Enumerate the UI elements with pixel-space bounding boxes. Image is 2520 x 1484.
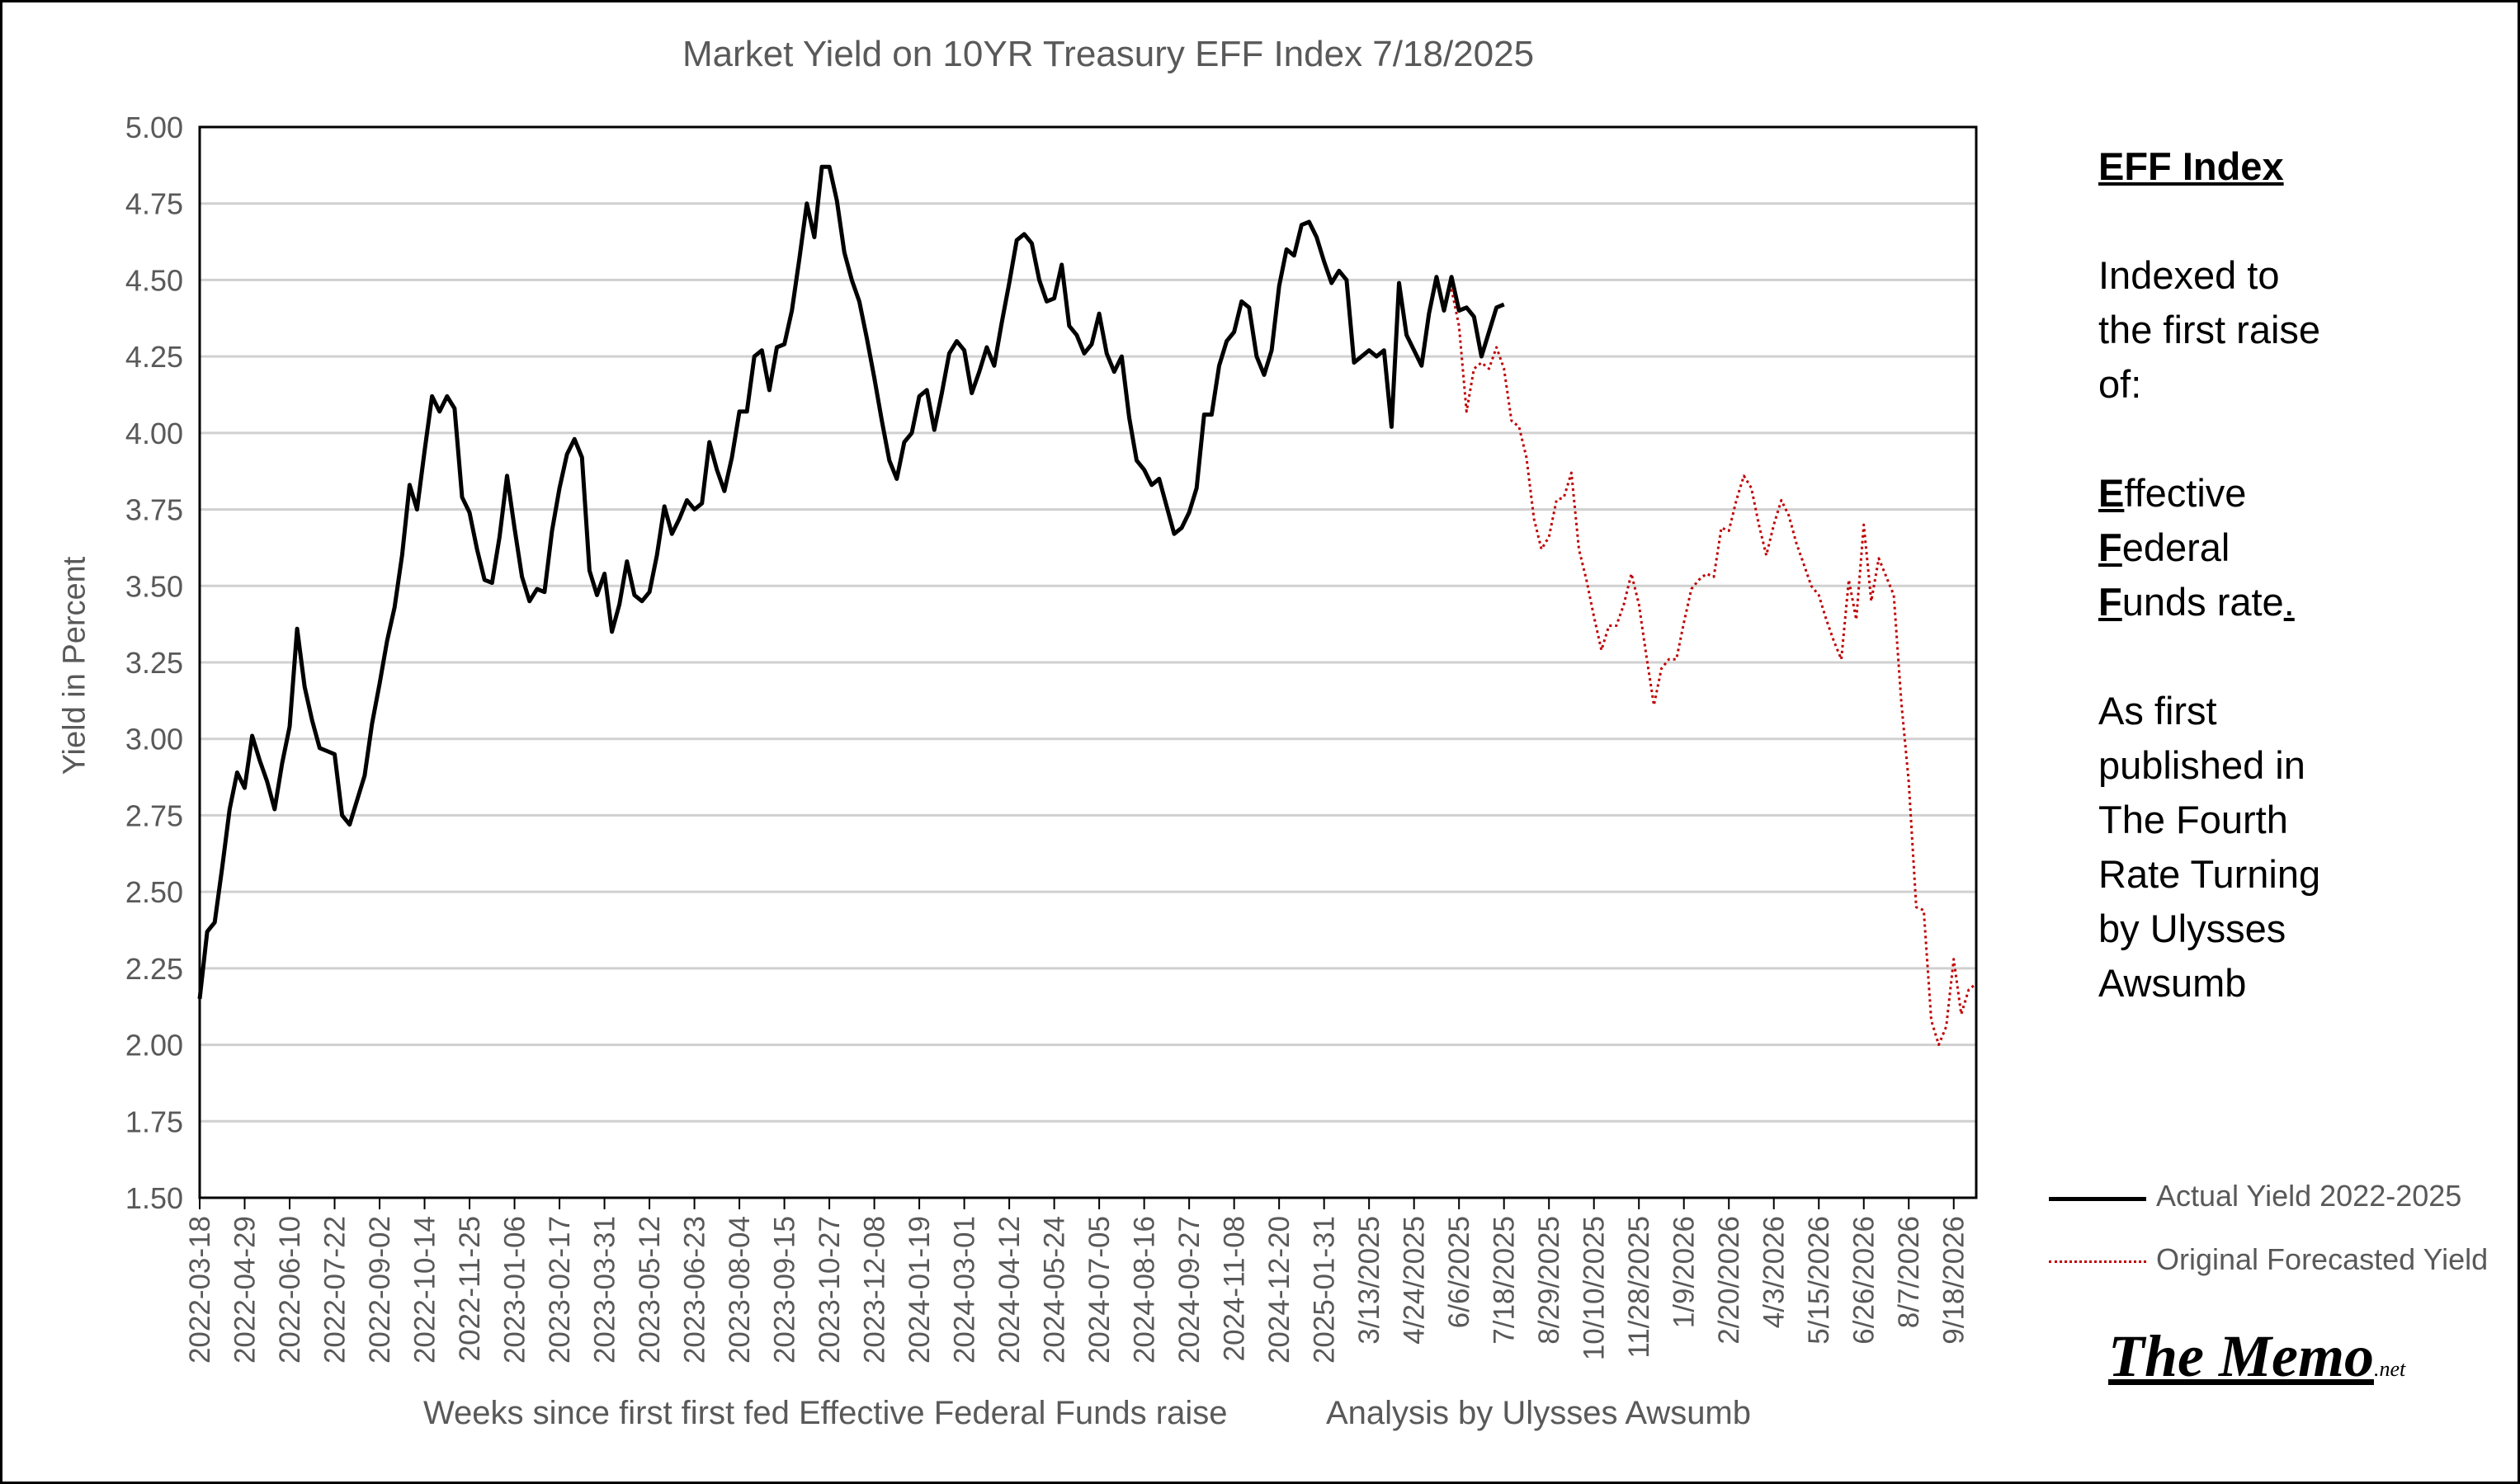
legend-label: Actual Yield 2022-2025 (2156, 1179, 2462, 1213)
chart-title: Market Yield on 10YR Treasury EFF Index … (682, 34, 1535, 74)
x-tick-label: 2024-01-19 (904, 1216, 936, 1364)
note-line: Indexed to (2098, 253, 2280, 297)
note-line: Federal (2098, 521, 2445, 575)
x-tick-label: 2022-10-14 (409, 1216, 441, 1364)
note-line: As first (2098, 689, 2217, 733)
x-axis-ticks: 2022-03-18 2022-04-29 2022-06-10 2022-07-22… (184, 1198, 1970, 1364)
y-tick-label: 1.50 (125, 1181, 183, 1215)
note-line: of: (2098, 362, 2142, 406)
legend-swatch-solid (2049, 1197, 2146, 1201)
initial-letter: F (2098, 525, 2122, 569)
x-tick-label: 2024-04-12 (993, 1216, 1026, 1364)
x-tick-label: 2023-09-15 (769, 1216, 801, 1364)
logo-main: The Memo (2108, 1323, 2374, 1389)
x-tick-label: 2023-03-31 (589, 1216, 621, 1364)
initial-letter: F (2098, 580, 2122, 624)
x-tick-label: 2025-01-31 (1309, 1216, 1341, 1364)
note-line: Funds rate. (2098, 575, 2445, 629)
x-tick-label: 2024-12-20 (1263, 1216, 1295, 1364)
x-axis-label: Weeks since first first fed Effective Fe… (423, 1395, 1228, 1431)
trailing-period: . (2283, 580, 2295, 624)
eff-index-note: EFF Index Indexed to the first raise of:… (2098, 139, 2445, 1011)
x-tick-label: 3/13/2025 (1353, 1216, 1385, 1345)
note-line: published in (2098, 743, 2305, 787)
x-tick-label: 6/6/2025 (1443, 1216, 1475, 1328)
x-tick-label: 8/29/2025 (1533, 1216, 1565, 1345)
x-tick-label: 2023-02-17 (544, 1216, 576, 1364)
legend-label: Original Forecasted Yield (2156, 1242, 2489, 1276)
x-tick-label: 9/18/2026 (1938, 1216, 1970, 1345)
x-tick-label: 2022-07-22 (319, 1216, 352, 1364)
legend-swatch-dotted (2049, 1260, 2146, 1263)
y-tick-label: 2.00 (125, 1029, 183, 1062)
x-tick-label: 11/28/2025 (1623, 1216, 1655, 1359)
note-indexed: Indexed to the first raise of: (2098, 248, 2445, 412)
x-tick-label: 2/20/2026 (1713, 1216, 1745, 1345)
y-tick-label: 5.00 (125, 111, 183, 144)
x-tick-label: 2024-03-01 (949, 1216, 981, 1364)
note-line: Rate Turning (2098, 852, 2321, 896)
y-tick-label: 3.50 (125, 569, 183, 603)
word-rest: ffective (2124, 471, 2247, 515)
y-tick-label: 2.50 (125, 875, 183, 909)
x-tick-label: 1/9/2026 (1668, 1216, 1701, 1328)
x-tick-label: 2023-10-27 (814, 1216, 846, 1364)
y-tick-label: 2.75 (125, 799, 183, 832)
x-tick-label: 2023-05-12 (634, 1216, 666, 1364)
note-eff-definition: Effective Federal Funds rate. (2098, 466, 2445, 629)
x-tick-label: 4/3/2026 (1758, 1216, 1791, 1328)
y-tick-label: 4.75 (125, 187, 183, 221)
note-line: the first raise (2098, 308, 2321, 351)
x-tick-label: 2023-01-06 (499, 1216, 531, 1364)
x-tick-label: 2022-09-02 (364, 1216, 396, 1364)
x-tick-label: 2022-11-25 (454, 1216, 486, 1361)
x-tick-label: 2022-03-18 (184, 1216, 216, 1364)
x-tick-label: 8/7/2026 (1893, 1216, 1925, 1328)
x-tick-label: 2022-06-10 (274, 1216, 306, 1364)
y-tick-label: 3.00 (125, 723, 183, 756)
gridlines (200, 125, 1976, 1199)
x-tick-label: 2024-09-27 (1173, 1216, 1206, 1364)
y-tick-label: 3.75 (125, 493, 183, 527)
x-tick-label: 2024-11-08 (1219, 1216, 1251, 1361)
note-line: Effective (2098, 466, 2445, 521)
x-tick-label: 2024-08-16 (1129, 1216, 1161, 1364)
initial-letter: E (2098, 471, 2125, 515)
y-axis-label: Yield in Percent (57, 556, 92, 775)
y-tick-label: 3.25 (125, 646, 183, 680)
series-line-actual (197, 164, 1505, 1000)
analysis-credit: Analysis by Ulysses Awsumb (1326, 1395, 1751, 1431)
x-tick-label: 4/24/2025 (1399, 1216, 1431, 1345)
x-tick-label: 10/10/2025 (1579, 1216, 1611, 1360)
x-tick-label: 2024-07-05 (1083, 1216, 1116, 1364)
note-line: by Ulysses (2098, 907, 2286, 950)
note-line: The Fourth (2098, 798, 2288, 841)
word-rest: unds rate (2121, 580, 2284, 624)
x-tick-label: 6/26/2026 (1848, 1216, 1881, 1345)
y-tick-label: 4.00 (125, 417, 183, 450)
series-line-forecast (1450, 289, 1977, 1047)
logo-suffix: .net (2373, 1357, 2406, 1381)
x-tick-label: 2023-08-04 (724, 1216, 756, 1364)
note-line: Awsumb (2098, 961, 2247, 1005)
plot-area-frame (198, 125, 1978, 1199)
y-tick-label: 2.25 (125, 952, 183, 986)
x-tick-label: 5/15/2026 (1803, 1216, 1835, 1345)
word-rest: ederal (2121, 525, 2230, 569)
x-tick-label: 2022-04-29 (229, 1216, 262, 1364)
note-heading: EFF Index (2098, 144, 2284, 188)
y-tick-label: 4.25 (125, 340, 183, 374)
the-memo-logo: The Memo.net (2108, 1322, 2405, 1391)
note-published: As first published in The Fourth Rate Tu… (2098, 684, 2445, 1011)
y-axis-ticks: 5.00 4.75 4.50 4.25 4.00 3.75 3.50 3.25 3.00 2.75… (125, 111, 183, 1215)
y-tick-label: 1.75 (125, 1105, 183, 1138)
x-tick-label: 2023-12-08 (859, 1216, 891, 1364)
series (197, 164, 1977, 1047)
x-tick-label: 2024-05-24 (1039, 1216, 1071, 1364)
y-tick-label: 4.50 (125, 263, 183, 297)
x-tick-label: 7/18/2025 (1489, 1216, 1521, 1345)
x-tick-label: 2023-06-23 (679, 1216, 711, 1364)
